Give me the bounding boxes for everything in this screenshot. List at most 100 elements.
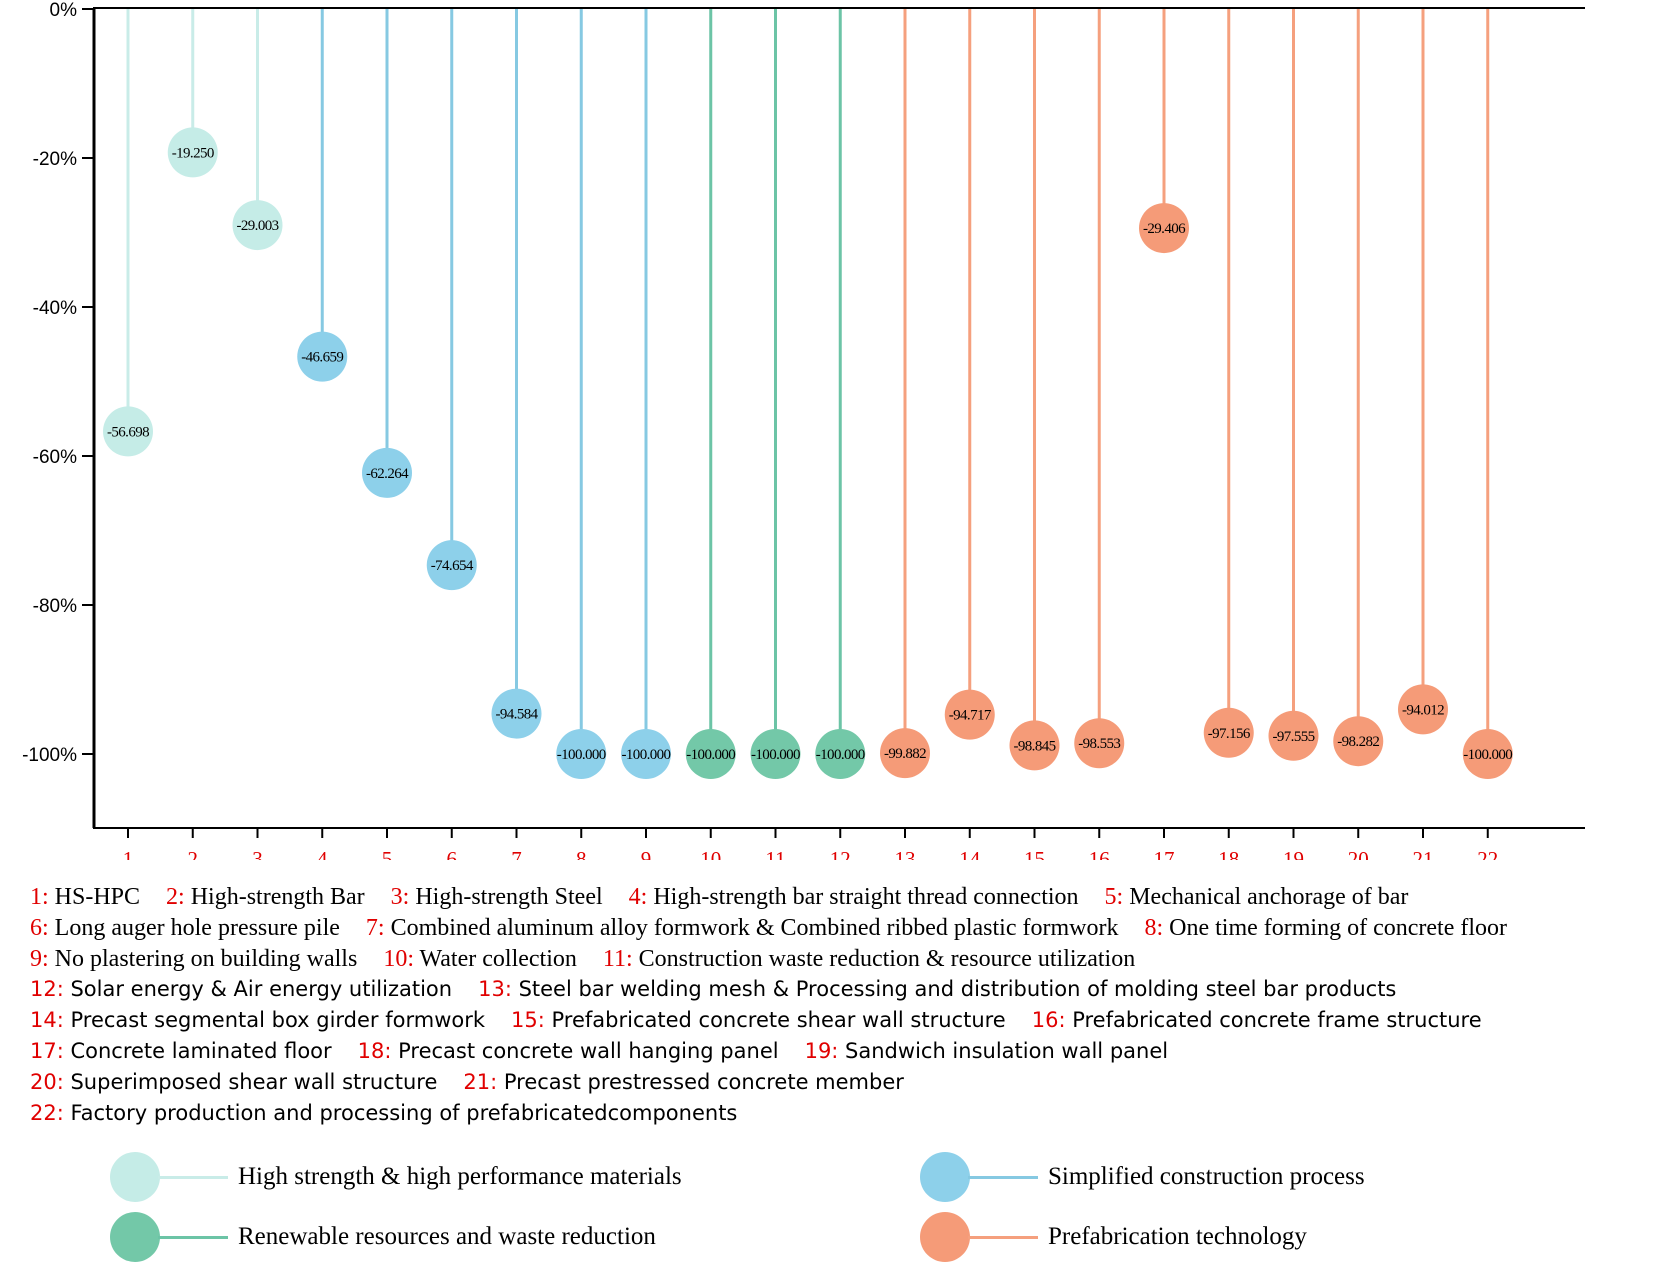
description-item: 6: Long auger hole pressure pile	[30, 915, 340, 941]
legend-line	[968, 1175, 1038, 1179]
description-item: 13: Steel bar welding mesh & Processing …	[478, 977, 1396, 1001]
description-item: 19: Sandwich insulation wall panel	[805, 1039, 1169, 1063]
description-line: 20: Superimposed shear wall structure 21:…	[30, 1070, 1640, 1101]
description-text: High-strength Bar	[184, 884, 365, 910]
data-point	[426, 540, 477, 591]
description-text: Precast concrete wall hanging panel	[391, 1039, 779, 1063]
description-text: Precast prestressed concrete member	[497, 1070, 904, 1094]
description-number: 12:	[30, 977, 64, 1001]
description-text: No plastering on building walls	[48, 946, 358, 972]
description-item: 16: Prefabricated concrete frame structu…	[1032, 1008, 1482, 1032]
description-line: 12: Solar energy & Air energy utilizatio…	[30, 977, 1640, 1008]
data-label: -100.000	[622, 747, 671, 763]
description-item: 21: Precast prestressed concrete member	[463, 1070, 904, 1094]
data-point	[297, 331, 348, 382]
data-point	[1139, 203, 1189, 254]
description-number: 8:	[1144, 915, 1164, 941]
x-tick-label: 16	[1089, 847, 1110, 860]
description-text: One time forming of concrete floor	[1163, 915, 1508, 941]
description-item: 8: One time forming of concrete floor	[1144, 915, 1507, 941]
description-text: Solar energy & Air energy utilization	[63, 977, 453, 1001]
legend-label: Renewable resources and waste reduction	[238, 1223, 656, 1250]
x-tick-label: 17	[1154, 847, 1175, 860]
description-text: Sandwich insulation wall panel	[838, 1039, 1169, 1063]
description-text: Long auger hole pressure pile	[48, 915, 340, 941]
x-tick-label: 13	[895, 847, 916, 860]
legend-line	[158, 1235, 228, 1239]
x-tick-label: 5	[382, 847, 393, 860]
description-number: 15:	[511, 1008, 545, 1032]
data-label: -62.264	[366, 466, 409, 482]
description-text: Factory production and processing of pre…	[63, 1101, 738, 1125]
data-label: -100.000	[557, 747, 606, 763]
description-text: Prefabricated concrete shear wall struct…	[544, 1008, 1006, 1032]
data-point	[491, 688, 542, 739]
legend-entry: Prefabrication technology	[920, 1210, 1307, 1264]
description-text: Concrete laminated floor	[63, 1039, 332, 1063]
description-text: Superimposed shear wall structure	[63, 1070, 438, 1094]
description-item: 5: Mechanical anchorage of bar	[1105, 884, 1409, 910]
y-tick-label: -60%	[33, 447, 77, 468]
data-point	[556, 729, 607, 779]
x-tick-label: 19	[1283, 847, 1304, 860]
description-item: 18: Precast concrete wall hanging panel	[358, 1039, 779, 1063]
description-item: 15: Prefabricated concrete shear wall st…	[511, 1008, 1006, 1032]
data-point	[944, 689, 995, 740]
data-point	[685, 729, 736, 779]
description-number: 5:	[1104, 884, 1124, 910]
data-point	[815, 729, 866, 779]
x-tick-label: 7	[511, 847, 522, 860]
data-point	[362, 447, 412, 498]
description-number: 20:	[30, 1070, 64, 1094]
description-text: Prefabricated concrete frame structure	[1065, 1008, 1482, 1032]
description-text: High-strength Steel	[409, 884, 603, 910]
y-tick-label: -80%	[33, 596, 77, 617]
x-tick-label: 10	[700, 847, 721, 860]
y-tick-label: -40%	[33, 298, 77, 319]
description-item: 7: Combined aluminum alloy formwork & Co…	[366, 915, 1119, 941]
data-point	[103, 406, 153, 457]
x-tick-label: 2	[188, 847, 199, 860]
description-item: 12: Solar energy & Air energy utilizatio…	[30, 977, 452, 1001]
description-text: High-strength bar straight thread connec…	[647, 884, 1079, 910]
legend-label: Prefabrication technology	[1048, 1223, 1307, 1250]
data-label: -19.250	[172, 145, 214, 161]
x-tick-label: 22	[1477, 847, 1498, 860]
description-number: 10:	[383, 946, 414, 972]
data-point	[1074, 718, 1125, 769]
data-label: -29.003	[236, 218, 278, 234]
legend-line	[968, 1235, 1038, 1239]
legend-label: Simplified construction process	[1048, 1163, 1365, 1190]
legend-marker	[920, 1152, 970, 1202]
description-text: Combined aluminum alloy formwork & Combi…	[384, 915, 1119, 941]
data-label: -98.282	[1337, 734, 1379, 750]
data-label: -100.000	[751, 747, 800, 763]
data-point	[1009, 720, 1060, 771]
y-tick-label: 0%	[50, 0, 78, 21]
x-tick-label: 15	[1024, 847, 1045, 860]
data-point	[1268, 710, 1319, 761]
data-point	[880, 728, 930, 779]
data-label: -98.553	[1078, 736, 1120, 752]
data-label: -100.000	[1463, 747, 1512, 763]
data-point	[1462, 729, 1513, 779]
lollipop-chart: 0% -20% -40% -60% -80% -100% -56.698 1 -19.250 2 -…	[22, 0, 1585, 860]
description-line: 9: No plastering on building walls 10: Wa…	[30, 946, 1640, 977]
legend-label: High strength & high performance materia…	[238, 1163, 682, 1190]
data-point	[1203, 707, 1254, 758]
description-item: 22: Factory production and processing of…	[30, 1101, 737, 1125]
x-tick-label: 1	[123, 847, 134, 860]
description-number: 18:	[357, 1039, 392, 1063]
description-item: 14: Precast segmental box girder formwor…	[30, 1008, 485, 1032]
legend-marker	[110, 1152, 160, 1202]
description-number: 9:	[30, 946, 49, 972]
data-label: -94.584	[495, 707, 538, 723]
x-tick-label: 18	[1218, 847, 1239, 860]
y-tick-label: -20%	[33, 149, 77, 170]
y-tick-label: -100%	[22, 745, 77, 766]
data-point	[1333, 716, 1384, 767]
x-tick-label: 11	[765, 847, 785, 860]
x-tick-label: 14	[959, 847, 981, 860]
description-text: Mechanical anchorage of bar	[1123, 884, 1409, 910]
description-line: 22: Factory production and processing of…	[30, 1101, 1640, 1132]
